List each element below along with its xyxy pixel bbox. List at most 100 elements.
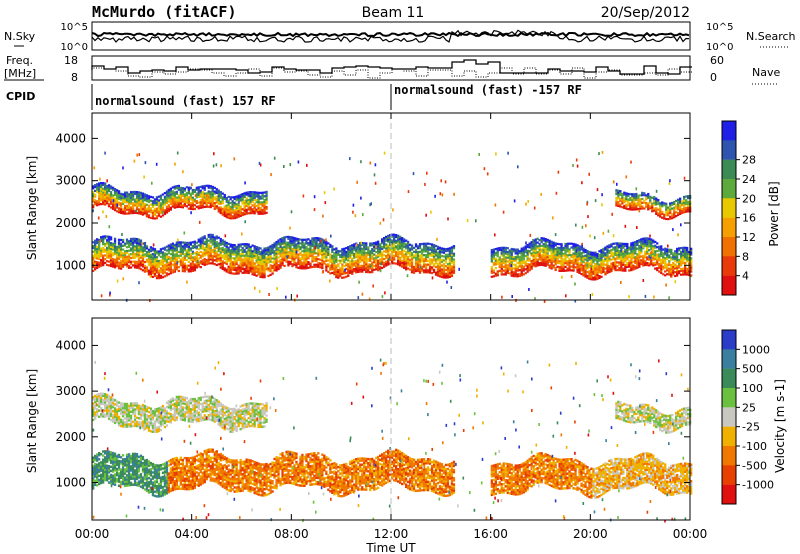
echo-cell	[633, 204, 636, 207]
echo-cell	[636, 262, 639, 265]
echo-cell	[257, 193, 260, 196]
echo-cell	[235, 205, 238, 208]
echo-cell	[492, 248, 495, 251]
echo-cell	[191, 198, 194, 201]
echo-cell	[612, 261, 615, 264]
echo-cell	[667, 214, 670, 217]
echo-cell	[574, 262, 577, 265]
echo-cell	[548, 243, 551, 246]
echo-cell	[100, 185, 103, 188]
echo-cell	[506, 266, 509, 269]
echo-cell	[299, 265, 302, 268]
echo-cell	[173, 262, 176, 266]
echo-cell	[520, 260, 523, 264]
echo-cell	[109, 264, 113, 268]
echo-cell	[578, 269, 581, 273]
echo-cell	[209, 254, 212, 257]
echo-cell	[295, 247, 298, 250]
echo-cell	[209, 248, 212, 252]
echo-cell	[247, 254, 250, 257]
echo-cell	[422, 271, 426, 274]
echo-cell	[197, 251, 200, 255]
echo-cell	[106, 252, 109, 255]
echo-cell	[381, 259, 384, 262]
echo-cell	[649, 199, 652, 202]
echo-cell	[197, 253, 200, 256]
echo-cell	[562, 254, 565, 257]
echo-cell	[263, 258, 266, 262]
echo-cell	[399, 235, 402, 238]
echo-cell	[106, 260, 109, 263]
echo-cell	[187, 264, 190, 267]
echo-cell	[430, 262, 434, 265]
echo-cell	[363, 261, 366, 264]
echo-cell	[159, 215, 163, 218]
echo-cell	[658, 257, 661, 260]
echo-cell	[117, 248, 121, 251]
echo-cell	[621, 202, 624, 205]
echo-cell	[98, 190, 101, 193]
echo-cell	[361, 249, 364, 252]
echo-cell	[552, 247, 555, 250]
echo-cell	[225, 247, 228, 250]
echo-cell	[94, 260, 97, 263]
echo-cell	[195, 201, 198, 205]
echo-cell	[560, 258, 563, 261]
echo-cell	[526, 268, 529, 271]
echo-cell	[229, 264, 232, 267]
echo-cell	[255, 259, 258, 262]
echo-cell	[213, 192, 216, 195]
echo-cell	[247, 193, 250, 196]
echo-cell	[660, 245, 663, 248]
echo-cell	[606, 252, 609, 256]
echo-cell	[199, 250, 202, 253]
echo-cell	[660, 266, 663, 269]
echo-cell	[175, 252, 178, 256]
echo-cell	[446, 263, 450, 266]
echo-cell	[500, 269, 503, 272]
echo-cell	[179, 250, 182, 253]
echo-cell	[520, 247, 523, 250]
echo-cell	[223, 252, 226, 255]
echo-cell	[169, 206, 172, 209]
echo-cell	[106, 188, 109, 192]
echo-cell	[690, 266, 693, 269]
echo-cell	[666, 269, 669, 272]
echo-cell	[317, 254, 320, 257]
echo-cell	[121, 210, 125, 213]
echo-cell	[406, 252, 410, 255]
echo-cell	[359, 268, 362, 271]
echo-cell	[131, 196, 135, 199]
echo-cell	[189, 262, 192, 265]
echo-cell	[267, 255, 270, 259]
echo-cell	[357, 265, 360, 268]
echo-cell	[688, 251, 691, 254]
echo-cell	[359, 264, 362, 267]
echo-cell	[159, 248, 163, 251]
echo-cell	[355, 246, 358, 249]
echo-cell	[578, 256, 581, 259]
echo-cell	[135, 249, 139, 252]
echo-cell	[129, 247, 133, 250]
echo-cell	[634, 261, 637, 264]
echo-cell	[353, 262, 356, 265]
echo-cell	[261, 197, 264, 200]
echo-cell	[313, 256, 316, 259]
echo-cell	[518, 269, 521, 272]
echo-cell	[654, 263, 657, 266]
echo-cell	[660, 271, 663, 275]
echo-cell	[131, 208, 135, 211]
echo-cell	[149, 250, 153, 253]
echo-cell	[133, 200, 137, 203]
echo-cell	[269, 268, 272, 271]
echo-cell	[235, 212, 238, 215]
echo-cell	[357, 251, 360, 254]
echo-cell	[554, 261, 557, 264]
echo-cell	[251, 265, 254, 268]
echo-cell	[195, 260, 198, 263]
echo-cell	[175, 206, 178, 209]
echo-cell	[688, 262, 691, 265]
echo-cell	[660, 268, 663, 271]
echo-cell	[147, 208, 151, 211]
echo-cell	[664, 249, 667, 252]
